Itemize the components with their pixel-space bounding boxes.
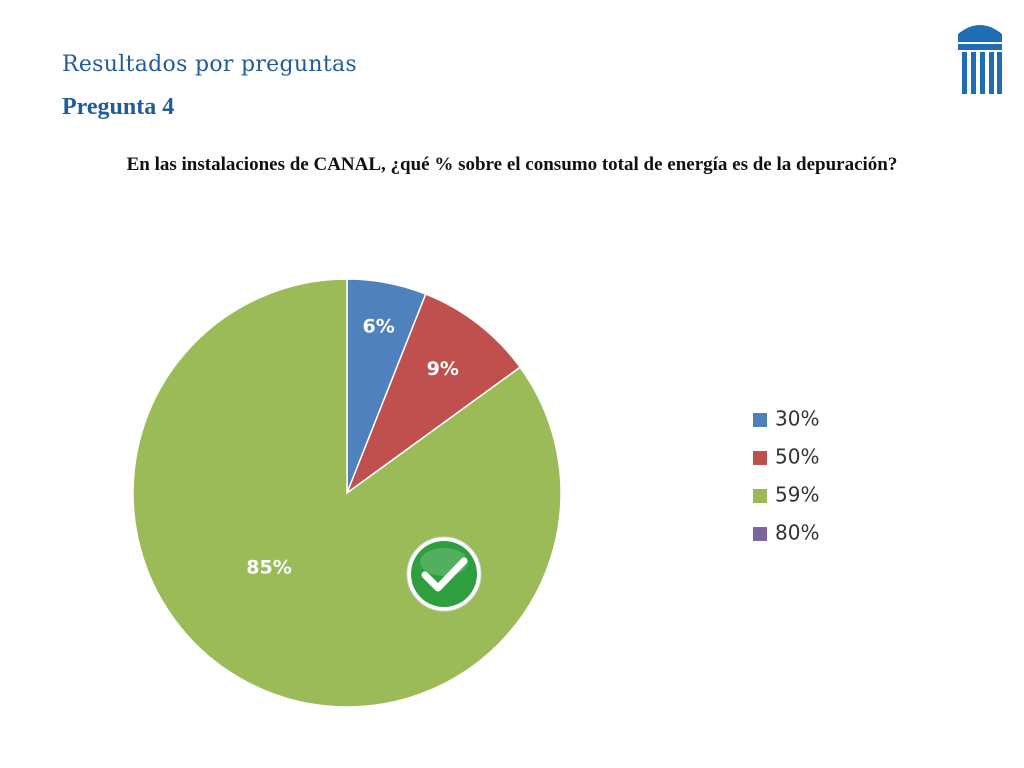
legend-swatch-30 xyxy=(753,413,767,427)
data-label-30: 6% xyxy=(363,315,395,337)
section-title: Resultados por preguntas xyxy=(62,52,357,77)
legend-label-80: 80% xyxy=(775,521,819,545)
data-label-59: 85% xyxy=(246,557,291,579)
legend-swatch-80 xyxy=(753,527,767,541)
legend-label-59: 59% xyxy=(775,483,819,507)
legend-label-30: 30% xyxy=(775,407,819,431)
legend-label-50: 50% xyxy=(775,445,819,469)
question-text: En las instalaciones de CANAL, ¿qué % so… xyxy=(126,154,898,175)
question-number: Pregunta 4 xyxy=(62,94,175,120)
legend-swatch-50 xyxy=(753,451,767,465)
column-building-icon xyxy=(958,25,1002,94)
checkmark-icon xyxy=(406,536,482,612)
legend-swatch-59 xyxy=(753,489,767,503)
pie-slice-50 xyxy=(345,293,522,496)
data-label-50: 9% xyxy=(427,358,459,380)
